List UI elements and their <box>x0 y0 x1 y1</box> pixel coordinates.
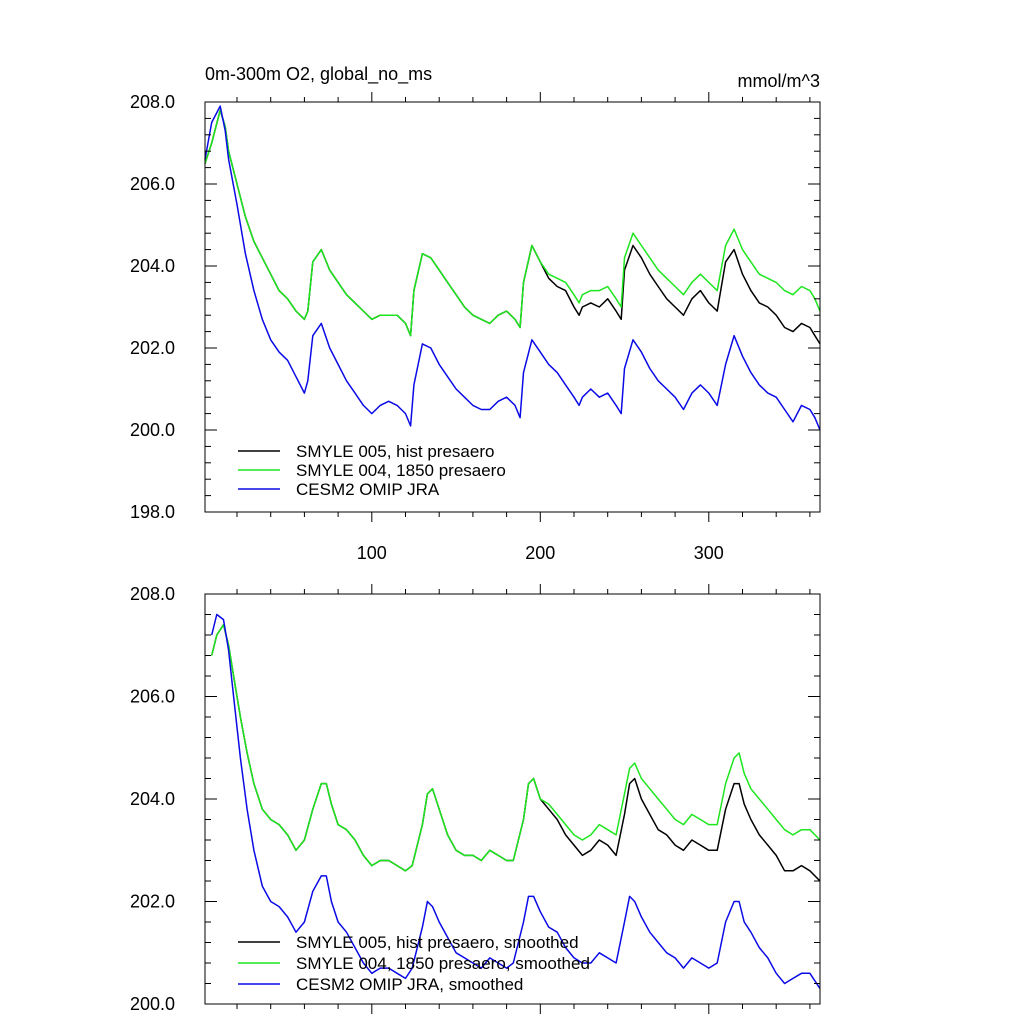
legend-label-3: CESM2 OMIP JRA, smoothed <box>296 975 523 994</box>
tick-label-layer: 198.0 200.0 202.0 204.0 206.0 208.0 100 200 300 <box>130 92 724 563</box>
series-line-3 <box>210 613 821 990</box>
y-tick-label: 206.0 <box>130 687 175 707</box>
top-panel: 0m-300m O2, global_no_ms mmol/m^3 198.0 2… <box>130 64 821 563</box>
plot-frame <box>204 101 821 513</box>
legend-label-2: SMYLE 004, 1850 presaero, smoothed <box>296 954 590 973</box>
y-tick-label: 208.0 <box>130 584 175 604</box>
y-tick-label: 198.0 <box>130 502 175 522</box>
x-tick-label: 200 <box>525 543 555 563</box>
plot-frame <box>204 593 821 1005</box>
bottom-panel: 200.0 202.0 204.0 206.0 208.0 SMYLE 005, his… <box>130 584 821 1014</box>
y-tick-label: 200.0 <box>130 420 175 440</box>
y-tick-label: 202.0 <box>130 338 175 358</box>
series-line-2 <box>204 109 821 337</box>
y-tick-label: 208.0 <box>130 92 175 112</box>
series-line-3 <box>204 105 821 431</box>
x-tick-label: 300 <box>694 543 724 563</box>
panel-title: 0m-300m O2, global_no_ms <box>205 64 432 85</box>
y-tick-label: 204.0 <box>130 789 175 809</box>
legend-label-2: SMYLE 004, 1850 presaero <box>296 461 506 480</box>
legend-label-3: CESM2 OMIP JRA <box>296 480 440 499</box>
y-tick-label: 204.0 <box>130 256 175 276</box>
series-layer <box>210 613 821 990</box>
legend-label-1: SMYLE 005, hist presaero, smoothed <box>296 933 579 952</box>
units-label: mmol/m^3 <box>738 71 820 91</box>
tick-label-layer: 200.0 202.0 204.0 206.0 208.0 <box>130 584 175 1014</box>
series-line-2 <box>210 623 821 872</box>
x-tick-label: 100 <box>357 543 387 563</box>
series-line-1 <box>204 109 821 345</box>
legend: SMYLE 005, hist presaero, smoothed SMYLE … <box>238 933 590 994</box>
series-layer <box>204 105 821 431</box>
y-tick-label: 202.0 <box>130 892 175 912</box>
y-tick-label: 200.0 <box>130 994 175 1014</box>
legend-label-1: SMYLE 005, hist presaero <box>296 442 494 461</box>
y-tick-label: 206.0 <box>130 174 175 194</box>
